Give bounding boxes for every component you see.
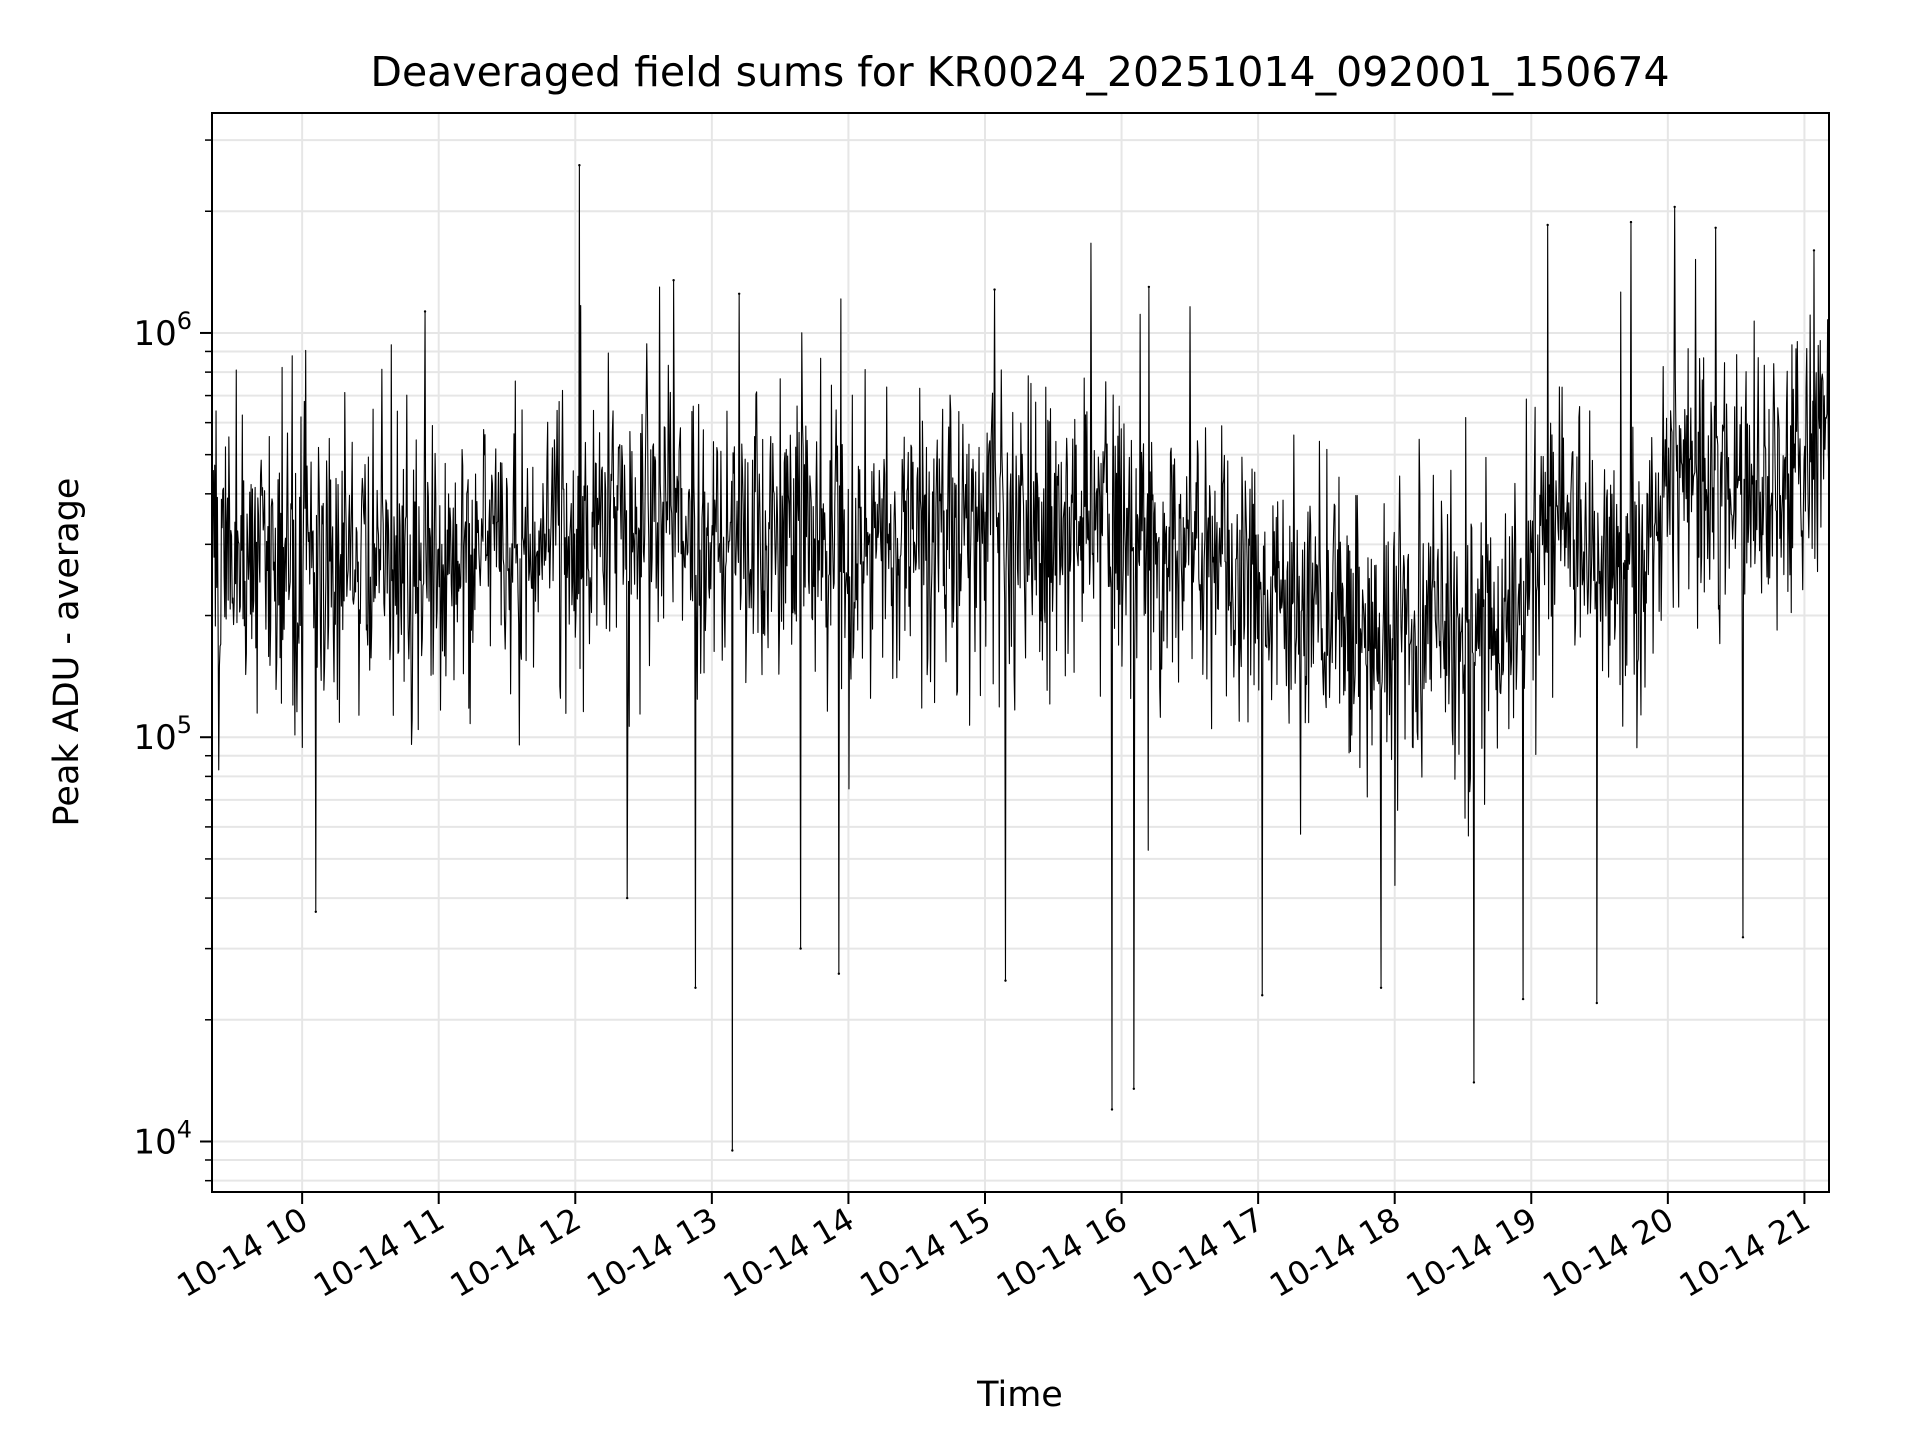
y-axis: 104 105 106 <box>133 139 212 1182</box>
data-point <box>1472 1081 1476 1084</box>
data-point <box>837 972 841 975</box>
data-point <box>694 986 697 989</box>
data-point <box>731 1149 734 1152</box>
data-point <box>993 288 996 291</box>
data-point <box>1546 223 1549 227</box>
data-point <box>314 910 317 913</box>
data-point <box>1110 1108 1114 1111</box>
x-axis-label: Time <box>976 1375 1063 1415</box>
data-point <box>1741 936 1745 939</box>
data-point <box>1521 997 1525 1001</box>
data-point <box>1629 220 1633 224</box>
data-point <box>1132 1087 1136 1091</box>
chart-title: Deaveraged field sums for KR0024_2025101… <box>370 48 1669 96</box>
data-point <box>1673 205 1676 209</box>
data-point <box>625 896 629 900</box>
notable-points <box>314 163 1816 1152</box>
data-point <box>1812 249 1816 252</box>
data-point <box>1379 986 1383 989</box>
y-tick-label: 105 <box>133 711 192 758</box>
y-tick-label: 104 <box>133 1115 192 1162</box>
data-point <box>1004 979 1007 982</box>
plot-area <box>211 163 1830 1152</box>
data-point <box>799 947 802 950</box>
data-point <box>1714 226 1717 230</box>
data-point <box>1261 994 1264 997</box>
data-point <box>578 163 581 167</box>
data-point <box>1595 1001 1599 1005</box>
y-tick-label: 106 <box>133 307 192 354</box>
data-point <box>737 292 741 295</box>
y-axis-label: Peak ADU - average <box>47 478 87 827</box>
data-point <box>423 310 427 313</box>
series-line <box>211 164 1830 1152</box>
data-point <box>672 279 675 282</box>
plot-frame <box>211 112 1830 1193</box>
data-point <box>1147 285 1151 289</box>
